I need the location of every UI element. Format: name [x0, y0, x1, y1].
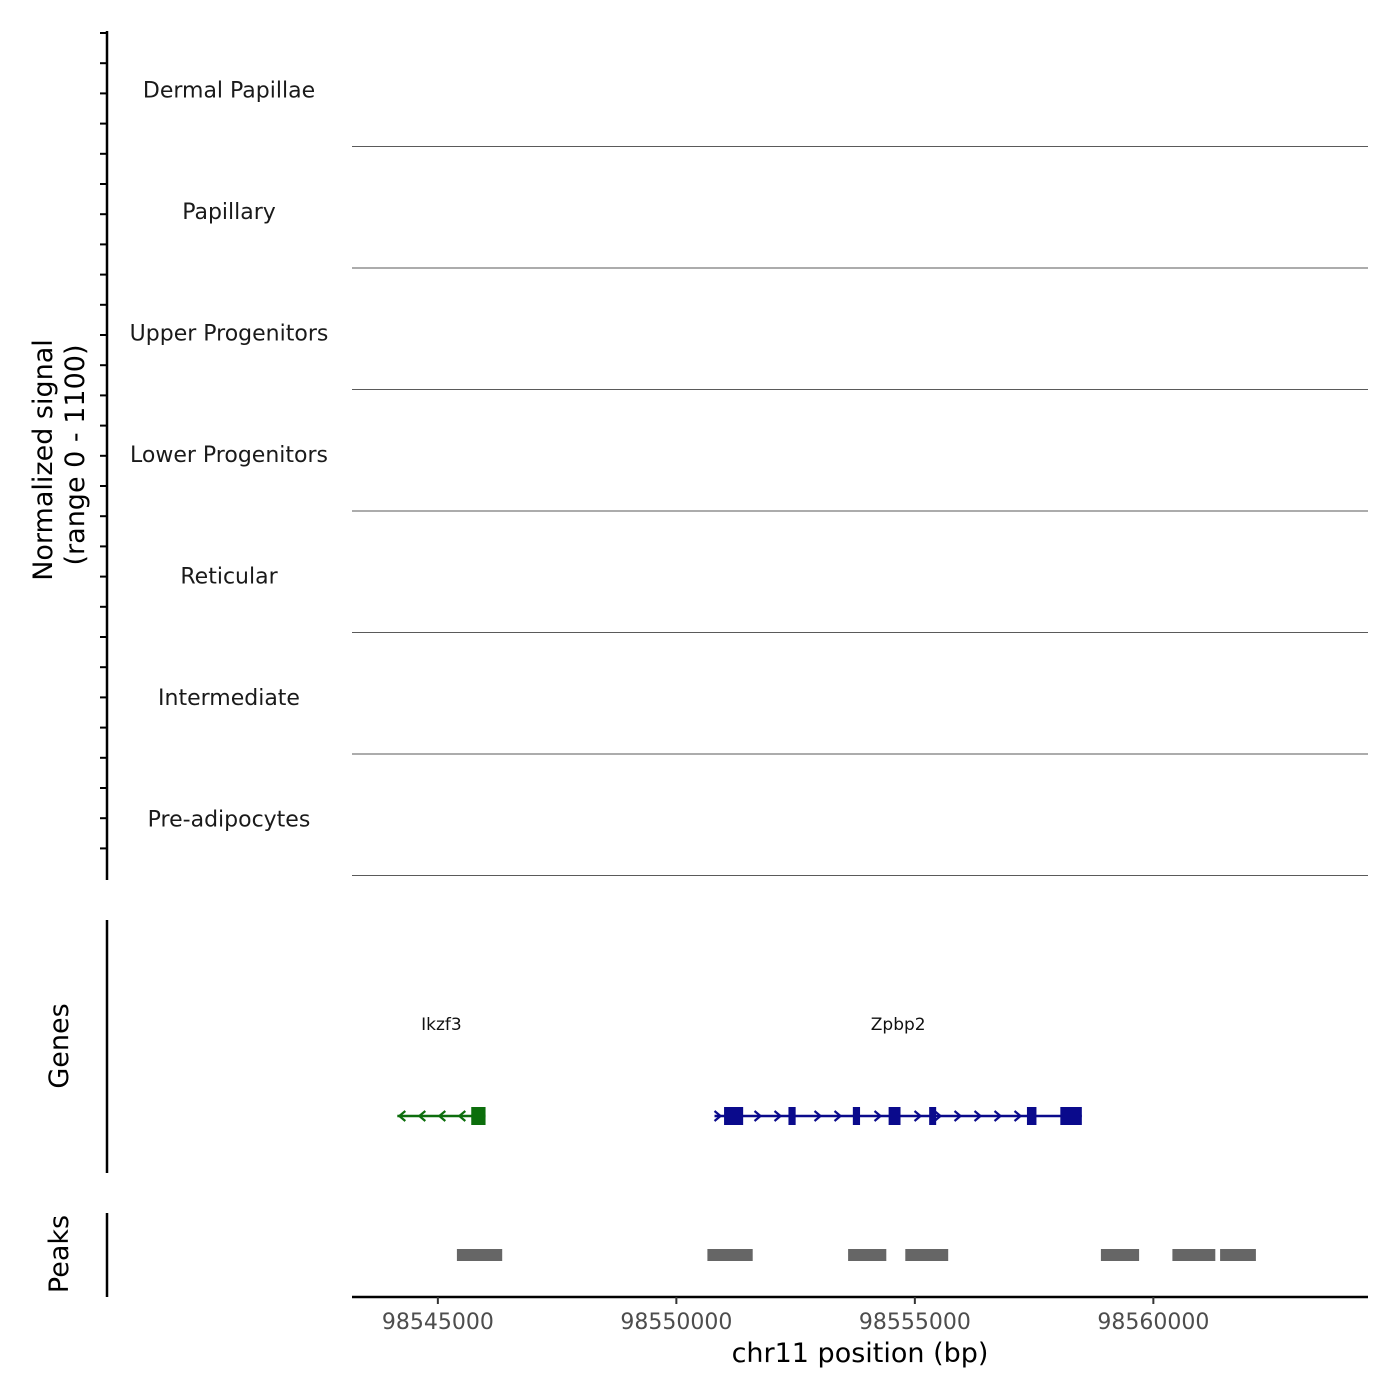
coverage-track-label: Upper Progenitors	[130, 322, 329, 347]
coverage-y-ticks	[100, 32, 107, 850]
strand-arrow	[933, 1110, 943, 1122]
coverage-track-label: Intermediate	[158, 686, 300, 711]
coverage-track: Lower Progenitors	[130, 443, 1368, 512]
strand-arrow	[813, 1110, 823, 1122]
gene-label: Zpbp2	[871, 1015, 926, 1035]
coverage-track: Upper Progenitors	[130, 322, 1368, 390]
strand-arrow	[457, 1110, 467, 1122]
coverage-track: Intermediate	[158, 686, 1368, 755]
coverage-track-label: Lower Progenitors	[130, 443, 328, 468]
peaks-track	[456, 1249, 1256, 1261]
y-axis-range: (range 0 - 1100)	[60, 345, 91, 566]
peak-region	[848, 1249, 887, 1261]
coverage-track-label: Dermal Papillae	[143, 79, 315, 104]
gene: Zpbp2	[713, 1015, 1082, 1125]
strand-arrow	[753, 1110, 763, 1122]
peaks-track-label: Peaks	[44, 1215, 75, 1293]
y-axis-title: Normalized signal	[28, 339, 59, 581]
genes-track: Ikzf3 Zpbp2	[397, 1015, 1082, 1125]
strand-arrow	[993, 1110, 1003, 1122]
x-tick-label: 98555000	[859, 1310, 971, 1335]
x-axis-ticks: 98545000 98550000 98555000 98560000	[382, 1297, 1209, 1335]
gene-exon	[929, 1107, 937, 1125]
coverage-track: Papillary	[182, 200, 1368, 269]
x-tick-label: 98545000	[382, 1310, 494, 1335]
coverage-track: Dermal Papillae	[143, 79, 1368, 147]
strand-arrow	[873, 1110, 883, 1122]
gene-exon	[1026, 1107, 1037, 1125]
gene-exon	[788, 1107, 796, 1125]
strand-arrow	[773, 1110, 783, 1122]
x-axis-title: chr11 position (bp)	[732, 1338, 989, 1369]
peak-region	[1172, 1249, 1216, 1261]
strand-arrow	[1013, 1110, 1023, 1122]
strand-arrow	[713, 1110, 723, 1122]
coverage-track-label: Papillary	[182, 200, 276, 225]
strand-arrow	[953, 1110, 963, 1122]
gene-exon	[1060, 1107, 1082, 1125]
peak-region	[707, 1249, 753, 1261]
gene-exon	[471, 1107, 486, 1125]
gene-exon	[724, 1107, 744, 1125]
strand-arrow	[913, 1110, 923, 1122]
gene-label: Ikzf3	[421, 1015, 462, 1035]
strand-arrow	[397, 1110, 407, 1122]
peak-region	[905, 1249, 949, 1261]
peak-region	[456, 1249, 503, 1261]
coverage-track-label: Reticular	[180, 565, 278, 590]
genes-track-label: Genes	[44, 1003, 75, 1088]
x-tick-label: 98560000	[1097, 1310, 1209, 1335]
coverage-tracks: Dermal Papillae Papillary Upper Progenitor…	[130, 79, 1368, 876]
coverage-track-label: Pre-adipocytes	[148, 808, 311, 833]
gene: Ikzf3	[397, 1015, 486, 1125]
gene-exon	[888, 1107, 901, 1125]
x-tick-label: 98550000	[620, 1310, 732, 1335]
strand-arrow	[833, 1110, 843, 1122]
peak-region	[1100, 1249, 1140, 1261]
gene-exon	[852, 1107, 861, 1125]
strand-arrow	[437, 1110, 447, 1122]
strand-arrow	[417, 1110, 427, 1122]
coverage-track: Pre-adipocytes	[148, 808, 1368, 876]
peak-region	[1220, 1249, 1256, 1261]
strand-arrow	[973, 1110, 983, 1122]
coverage-track: Reticular	[180, 565, 1368, 633]
